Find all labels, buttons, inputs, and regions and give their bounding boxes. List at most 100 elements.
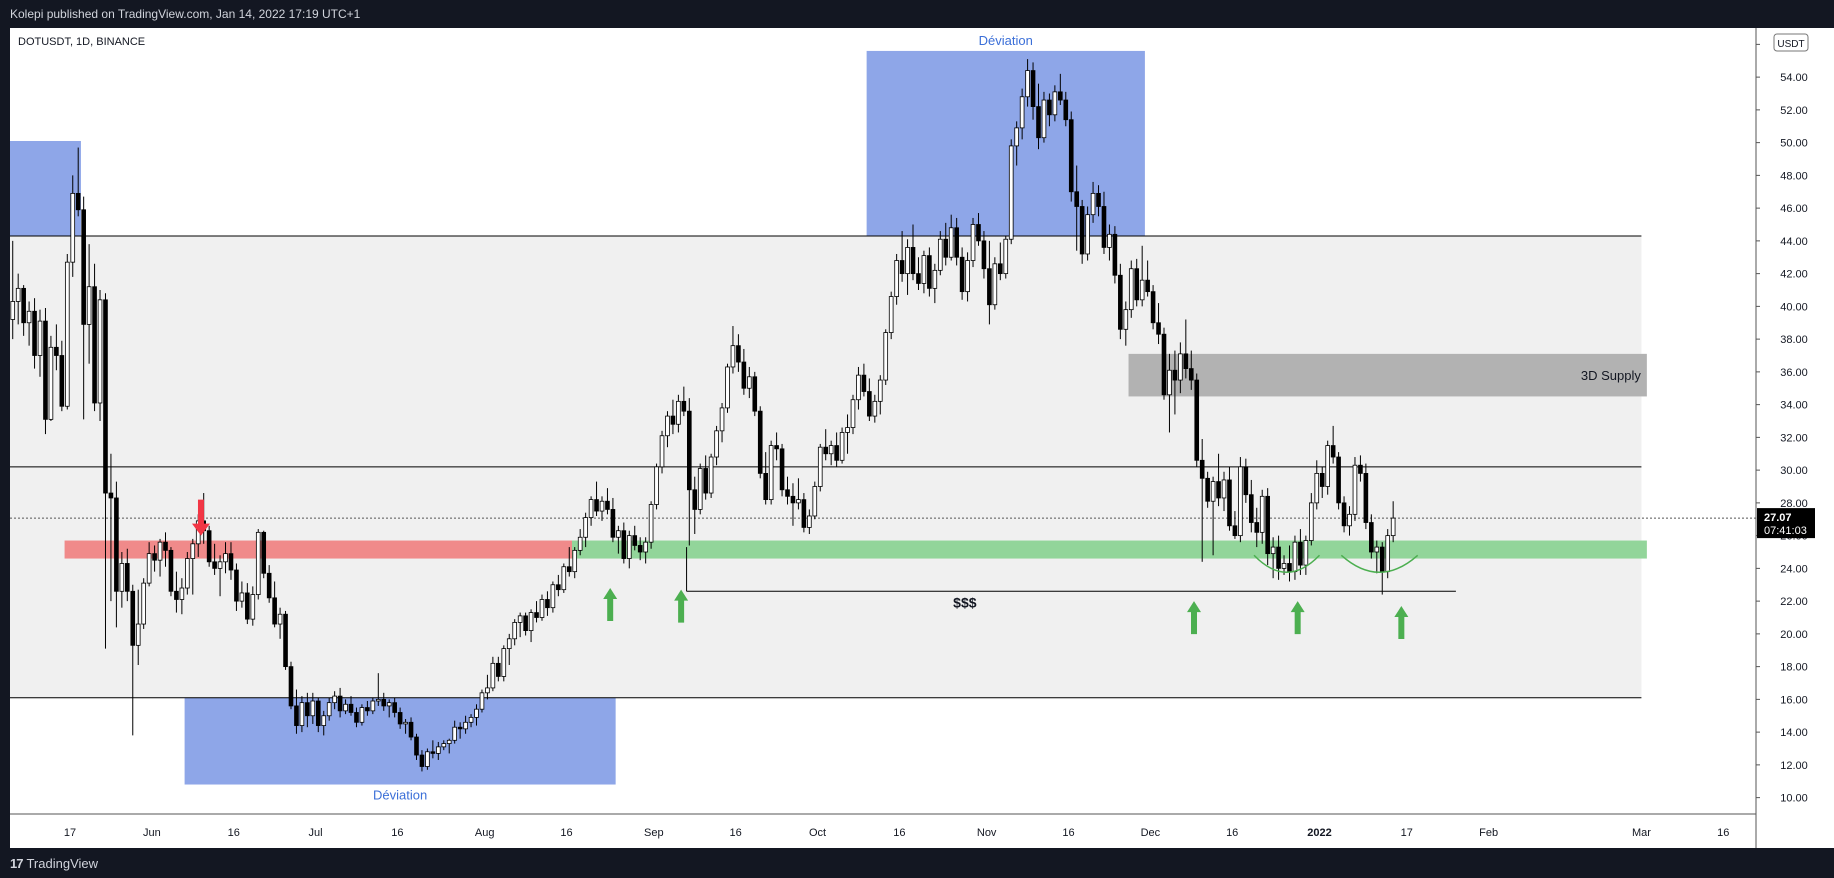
time-axis-background xyxy=(10,814,1756,848)
candle-body xyxy=(474,708,479,718)
liquidity-label: $$$ xyxy=(953,594,977,610)
candle-body xyxy=(801,499,807,528)
candle-body xyxy=(425,751,430,767)
candle-body xyxy=(692,489,698,510)
candle-body xyxy=(124,563,130,592)
candle-body xyxy=(970,224,976,261)
candle-body xyxy=(856,374,861,401)
candle-body xyxy=(834,445,839,461)
candle-body xyxy=(1047,99,1052,116)
candle-body xyxy=(1134,268,1140,301)
price-tick-label: 40.00 xyxy=(1780,301,1808,313)
candle-body xyxy=(916,273,921,284)
candle-body xyxy=(326,702,332,717)
candle-body xyxy=(1352,464,1358,515)
tradingview-logo[interactable]: 17 TradingView xyxy=(10,856,98,871)
candle-body xyxy=(152,553,157,561)
candle-body xyxy=(626,535,632,559)
candle-body xyxy=(419,754,425,767)
candle-body xyxy=(1041,99,1047,139)
candle-body xyxy=(588,499,594,519)
candle-body xyxy=(141,582,146,625)
price-tick-label: 18.00 xyxy=(1780,662,1808,674)
time-tick-label: 17 xyxy=(64,827,76,839)
candle-body xyxy=(954,227,959,258)
candle-body xyxy=(255,531,261,595)
candle-body xyxy=(1161,333,1167,396)
candle-body xyxy=(937,238,943,271)
candle-body xyxy=(1369,522,1374,553)
candle-body xyxy=(436,746,441,754)
candle-body xyxy=(223,553,228,563)
candle-body xyxy=(32,310,37,356)
candle-body xyxy=(534,612,539,618)
candle-body xyxy=(1221,479,1227,499)
candle-body xyxy=(1167,369,1172,396)
candle-body xyxy=(1390,517,1396,537)
candle-body xyxy=(103,299,108,494)
candle-body xyxy=(1232,525,1238,537)
candle-body xyxy=(1325,445,1330,487)
candle-body xyxy=(572,549,578,573)
candle-body xyxy=(817,446,823,487)
candle-body xyxy=(812,486,818,517)
time-tick-label: 16 xyxy=(1062,827,1074,839)
price-tick-label: 12.00 xyxy=(1780,760,1808,772)
candle-body xyxy=(1341,502,1347,527)
candle-body xyxy=(708,456,714,494)
candle-body xyxy=(1216,481,1221,499)
candle-body xyxy=(790,495,796,504)
candle-body xyxy=(348,703,354,713)
price-tick-label: 48.00 xyxy=(1780,170,1808,182)
candle-body xyxy=(234,569,239,602)
candle-body xyxy=(697,468,703,510)
zone-support-green xyxy=(571,540,1647,559)
candle-body xyxy=(719,407,725,432)
candle-body xyxy=(354,712,359,723)
candle-body xyxy=(1036,106,1041,139)
time-tick-label: Sep xyxy=(644,827,664,839)
candle-body xyxy=(365,707,370,712)
candle-body xyxy=(1358,464,1363,474)
candle-body xyxy=(997,263,1003,275)
price-tick-label: 34.00 xyxy=(1780,400,1808,412)
candle-body xyxy=(670,415,676,425)
candle-body xyxy=(463,721,468,730)
candle-body xyxy=(130,590,136,646)
candle-body xyxy=(92,286,97,404)
candle-body xyxy=(1265,495,1270,555)
footer-bar: 17 TradingView xyxy=(0,848,1834,878)
candle-body xyxy=(1330,445,1336,458)
last-price-badge xyxy=(1757,508,1815,539)
candle-body xyxy=(206,530,212,563)
candle-body xyxy=(1194,379,1200,461)
candle-body xyxy=(337,695,343,712)
candle-body xyxy=(1336,456,1341,504)
supply-label: 3D Supply xyxy=(1581,368,1641,383)
candle-body xyxy=(730,345,736,368)
candle-body xyxy=(905,247,910,275)
candle-body xyxy=(1079,206,1085,255)
candle-body xyxy=(1188,368,1194,381)
candle-body xyxy=(1347,513,1352,527)
candle-body xyxy=(179,587,185,600)
candle-body xyxy=(501,648,507,677)
candle-body xyxy=(506,638,512,650)
candle-body xyxy=(250,594,256,620)
deviation-top-label: Déviation xyxy=(979,33,1033,48)
candle-body xyxy=(932,269,938,289)
candle-body xyxy=(605,500,610,510)
candle-body xyxy=(681,400,687,412)
candle-body xyxy=(43,320,48,420)
candle-body xyxy=(1309,502,1314,541)
candle-body xyxy=(37,320,43,356)
candle-body xyxy=(1205,477,1210,502)
candle-body xyxy=(1243,466,1249,496)
price-tick-label: 10.00 xyxy=(1780,793,1808,805)
candle-body xyxy=(616,530,621,538)
price-chart[interactable]: Déviation Déviation 3D Supply $$$ DOTUSDT, 1… xyxy=(0,28,1834,848)
candle-body xyxy=(1303,540,1309,566)
candle-body xyxy=(1150,291,1156,324)
candle-body xyxy=(512,622,518,640)
candle-body xyxy=(987,268,992,306)
